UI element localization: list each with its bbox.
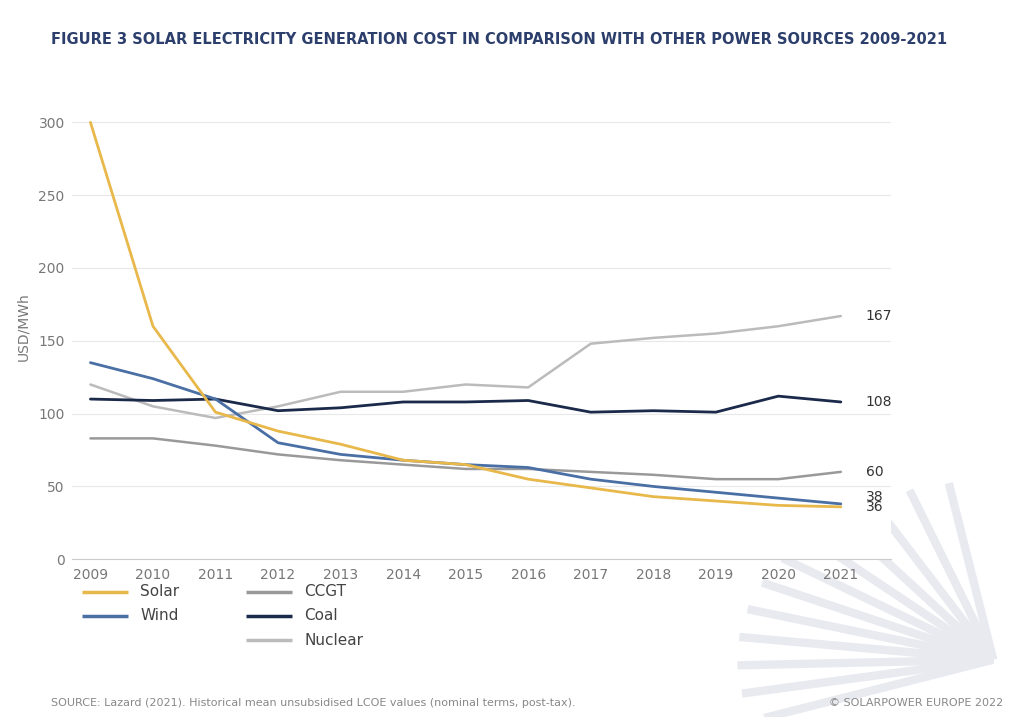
Text: Wind: Wind <box>140 609 178 623</box>
Text: © SOLARPOWER EUROPE 2022: © SOLARPOWER EUROPE 2022 <box>829 698 1004 708</box>
Text: 108: 108 <box>866 395 892 409</box>
Text: 38: 38 <box>866 490 884 503</box>
Text: 60: 60 <box>866 465 884 479</box>
Text: 167: 167 <box>866 309 892 323</box>
Text: FIGURE 3 SOLAR ELECTRICITY GENERATION COST IN COMPARISON WITH OTHER POWER SOURCE: FIGURE 3 SOLAR ELECTRICITY GENERATION CO… <box>51 32 947 47</box>
Text: SOURCE: Lazard (2021). Historical mean unsubsidised LCOE values (nominal terms, : SOURCE: Lazard (2021). Historical mean u… <box>51 698 575 708</box>
Text: CCGT: CCGT <box>304 584 346 599</box>
Text: 36: 36 <box>866 500 884 514</box>
Text: Solar: Solar <box>140 584 179 599</box>
Y-axis label: USD/MWh: USD/MWh <box>16 292 30 361</box>
Text: Coal: Coal <box>304 609 338 623</box>
Text: Nuclear: Nuclear <box>304 633 364 647</box>
